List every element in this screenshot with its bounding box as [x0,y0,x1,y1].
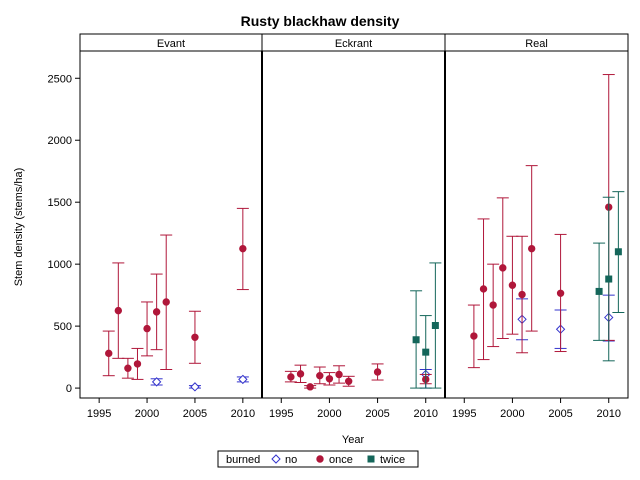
y-tick-label: 1000 [48,259,72,271]
y-tick-label: 2000 [48,135,72,147]
point-marker [373,368,382,376]
x-tick-label: 2000 [317,408,341,420]
legend: burned no once twice [217,450,419,468]
x-tick-label: 2010 [413,408,437,420]
point-marker [190,382,200,392]
point-marker [296,370,305,378]
point-marker [239,244,247,253]
point-marker [431,322,439,330]
point-marker [344,377,353,385]
x-tick-label: 2000 [135,408,159,420]
point-marker [412,336,420,344]
point-marker [152,308,161,316]
point-marker [105,349,113,358]
point-marker [114,306,123,315]
x-tick-label: 2005 [365,408,389,420]
point-marker [325,375,334,383]
point-marker [316,371,324,380]
point-marker [151,377,162,387]
point-marker [479,285,488,293]
point-marker [238,374,248,385]
x-tick-label: 1995 [87,408,111,420]
point-marker [527,244,536,253]
point-marker [499,264,507,272]
point-marker [595,287,603,295]
x-tick-label: 2005 [548,408,572,420]
point-marker [162,298,170,306]
x-axis-label: Year [342,434,365,446]
y-axis-label: Stem density (stems/ha) [13,168,25,287]
point-marker [556,289,565,297]
chart-title: Rusty blackhaw density [241,13,400,29]
x-tick-label: 1995 [269,408,293,420]
point-marker [605,275,613,283]
y-tick-label: 500 [54,321,72,333]
legend-entry-label: once [329,454,353,466]
point-marker [470,332,478,340]
panel-label: Evant [157,38,185,50]
panel-label: Real [525,38,548,50]
point-marker [335,370,343,379]
point-marker [287,373,295,381]
point-marker [306,383,314,391]
point-marker [489,301,497,309]
point-marker [124,364,132,372]
panel-label: Eckrant [335,38,372,50]
point-marker [271,454,281,464]
point-marker [316,455,324,463]
y-tick-label: 2500 [48,73,72,85]
point-marker [518,290,526,299]
x-tick-label: 2010 [231,408,255,420]
point-marker [614,248,622,256]
point-marker [133,360,142,368]
plot-frame [79,50,629,399]
x-tick-label: 2005 [183,408,207,420]
legend-title: burned [226,454,260,466]
point-marker [191,333,199,341]
legend-entry-label: no [285,454,297,466]
point-marker [422,348,430,356]
point-marker [367,455,375,463]
x-tick-label: 1995 [452,408,476,420]
plot-layer: Evant Eckrant Real 0 500 1000 1500 2000 2500 1995… [48,33,629,420]
x-tick-label: 2000 [500,408,524,420]
point-marker [508,281,517,289]
x-tick-label: 2010 [596,408,620,420]
legend-entry-label: twice [380,454,405,466]
point-marker [143,324,151,333]
y-tick-label: 1500 [48,197,72,209]
y-tick-label: 0 [66,383,72,395]
